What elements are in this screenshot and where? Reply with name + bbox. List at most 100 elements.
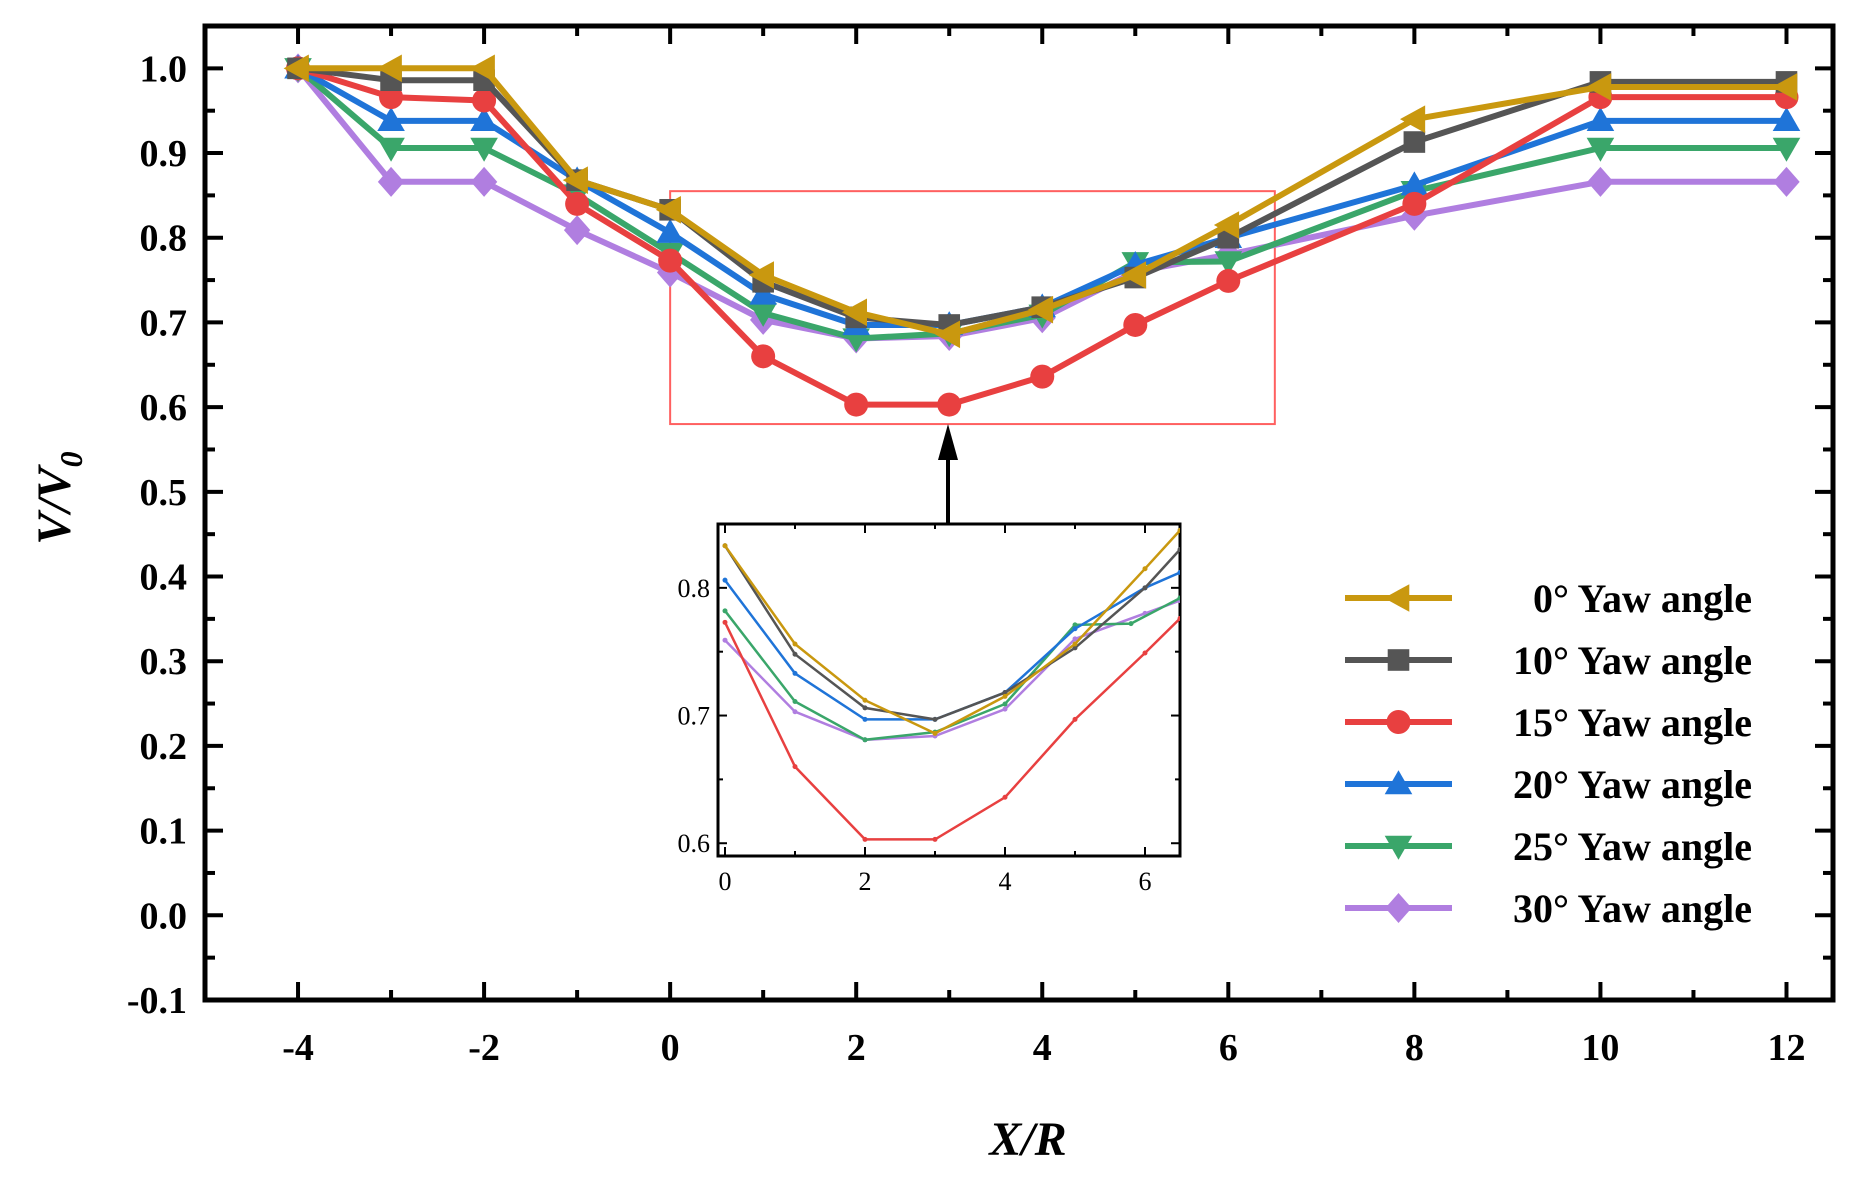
data-point: [470, 166, 498, 197]
inset-data-point: [1072, 626, 1078, 632]
data-point: [1399, 105, 1426, 133]
inset-x-tick-label: 4: [999, 867, 1012, 896]
inset-data-point: [1177, 527, 1180, 533]
x-tick-label: 4: [1033, 1027, 1052, 1069]
data-point: [749, 280, 777, 305]
inset-data-point: [1177, 615, 1180, 621]
data-point: [655, 195, 681, 224]
legend-label: 30° Yaw angle: [1513, 886, 1752, 931]
inset-data-point: [722, 577, 728, 583]
data-point: [844, 392, 869, 417]
inset-data-point: [792, 670, 798, 676]
inset-data-point: [1002, 794, 1008, 800]
inset-series-layer: [722, 527, 1180, 842]
legend-entry-30-yaw-angle: 30° Yaw angle: [1345, 886, 1752, 931]
y-axis-title: V/V0: [28, 451, 89, 544]
y-tick-label: -0.1: [127, 980, 187, 1022]
inset-data-point: [722, 637, 728, 643]
series-line: [296, 65, 1787, 328]
inset-frame: [716, 522, 1182, 858]
inset-data-point: [862, 737, 868, 743]
y-tick-label: 0.7: [140, 302, 188, 344]
y-tick-label: 0.9: [140, 133, 188, 175]
inset-y-tick-label: 0.6: [678, 829, 711, 858]
series-0-yaw-angle: [283, 54, 1798, 349]
data-point: [1586, 107, 1615, 132]
data-point: [379, 85, 404, 110]
inset-data-point: [862, 697, 868, 703]
inset-series-line: [724, 596, 1180, 742]
inset-data-point: [1072, 641, 1078, 647]
data-point: [1400, 171, 1429, 196]
inset-data-point: [792, 709, 798, 715]
x-axis-title: X/R: [987, 1113, 1066, 1166]
inset-data-point: [1002, 701, 1008, 707]
inset-data-point: [932, 716, 938, 722]
x-tick-label: -2: [468, 1027, 500, 1069]
y-tick-label: 0.3: [140, 641, 188, 683]
data-point: [562, 166, 588, 194]
data-point: [749, 302, 777, 327]
inset-data-point: [1142, 585, 1148, 591]
inset-data-point: [722, 619, 728, 625]
data-point: [1403, 131, 1426, 153]
inset-data-point: [862, 705, 868, 711]
y-tick-label: 0.1: [140, 811, 188, 853]
data-point: [1213, 211, 1240, 239]
legend-label: 10° Yaw angle: [1513, 638, 1752, 683]
plot-frame: [202, 23, 1836, 1003]
data-point: [934, 320, 961, 349]
x-tick-label: 2: [847, 1027, 866, 1069]
inset-x-tick-label: 0: [719, 867, 732, 896]
inset-data-point: [1177, 595, 1180, 601]
data-point: [1773, 166, 1800, 197]
inset-data-point: [792, 641, 798, 647]
series-layer: [283, 53, 1801, 417]
series-line: [297, 65, 1787, 328]
inset-data-point: [1002, 690, 1008, 696]
inset-x-tick-label: 2: [859, 867, 872, 896]
data-point: [377, 137, 405, 162]
legend-marker: [1386, 710, 1411, 734]
y-axis-title-subscript: 0: [53, 451, 89, 467]
x-tick-label: 8: [1405, 1027, 1424, 1069]
zoom-region: [669, 190, 1276, 524]
series-line: [296, 66, 1787, 342]
inset-data-point: [1072, 636, 1078, 642]
inset-data-point: [932, 836, 938, 842]
inset-y-tick-label: 0.7: [678, 702, 711, 731]
x-tick-label: 12: [1767, 1027, 1805, 1069]
x-tick-label: 0: [661, 1027, 680, 1069]
legend-label: 20° Yaw angle: [1513, 762, 1752, 807]
y-tick-label: 1.0: [140, 48, 188, 90]
inset-data-point: [932, 730, 938, 736]
data-point: [470, 107, 498, 132]
inset-y-tick-label: 0.8: [678, 574, 711, 603]
data-point: [1587, 166, 1614, 197]
main-plot: -4 -2 0 2 4 6 8 10 12 -0.1 0.0 0.1 0.2 0.3 0.4 0.5 0.6 0.…: [127, 23, 1836, 1069]
data-point: [563, 215, 591, 246]
data-point: [658, 248, 683, 273]
data-point: [472, 88, 497, 113]
inset-series-line: [724, 599, 1180, 742]
inset-series-0-yaw-angle: [722, 527, 1180, 736]
legend-marker: [1384, 770, 1413, 795]
data-point: [1772, 107, 1801, 132]
inset-data-point: [722, 543, 728, 549]
legend-entry-15-yaw-angle: 15° Yaw angle: [1345, 700, 1752, 745]
inset-data-point: [792, 651, 798, 657]
legend-marker: [1385, 893, 1412, 923]
x-tick-label: -4: [282, 1027, 314, 1069]
data-point: [1030, 364, 1055, 389]
inset-series-25-yaw-angle: [722, 595, 1180, 743]
legend-label: 0° Yaw angle: [1533, 576, 1752, 621]
legend-marker: [1384, 584, 1410, 612]
inset-data-point: [1177, 547, 1180, 553]
data-point: [1123, 312, 1148, 337]
x-tick-label: 10: [1581, 1027, 1619, 1069]
inset-data-point: [792, 698, 798, 704]
inset-data-point: [1002, 706, 1008, 712]
data-point: [377, 107, 405, 132]
inset-series-line: [723, 545, 1180, 721]
